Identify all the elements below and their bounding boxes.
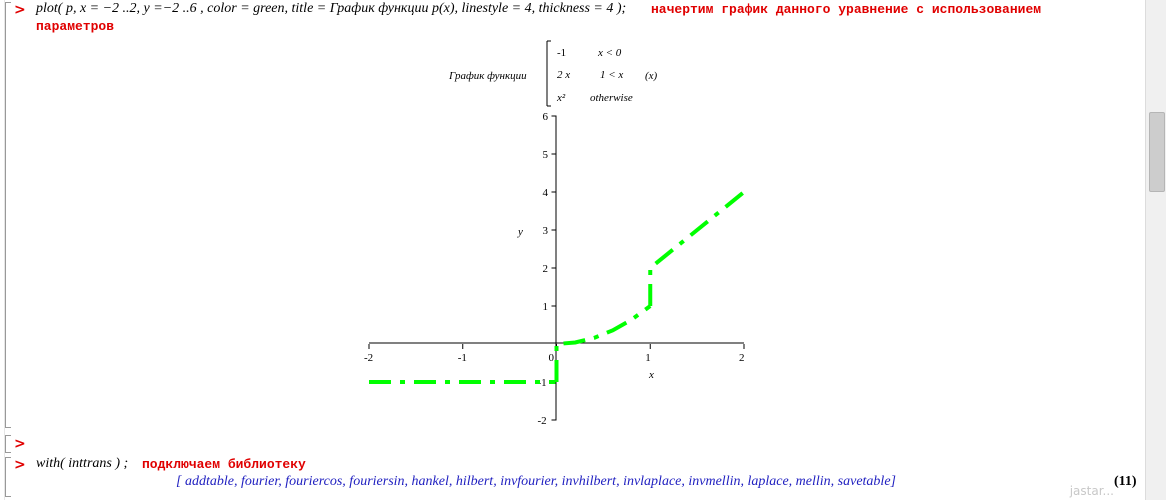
x-tick-label: 2: [739, 352, 745, 364]
comment-plot[interactable]: начертим график данного уравнение с испо…: [651, 2, 1042, 17]
series-line-3: [648, 190, 746, 306]
command-input-plot[interactable]: plot( p, x = −2 ..2, y =−2 ..6 , color =…: [36, 1, 627, 16]
plot-title-suffix: (x): [645, 70, 658, 82]
x-tick-label: -2: [364, 352, 373, 364]
axis-ticks: -2 -1 0 1 2 -2 -1 1 2 3 4 5 6: [364, 111, 745, 427]
plot-title-prefix: График функции: [448, 70, 527, 82]
y-tick-label: 2: [543, 263, 549, 275]
case-cond-3: otherwise: [590, 92, 633, 104]
y-tick-label: 5: [543, 149, 549, 161]
y-tick-label: -2: [538, 415, 547, 427]
group-bracket: [5, 2, 11, 428]
command-input-with[interactable]: with( inttrans ) ;: [36, 456, 129, 471]
x-tick-label: 1: [645, 352, 651, 364]
prompt-marker-empty[interactable]: >: [14, 436, 26, 452]
case-expr-1: -1: [557, 47, 566, 59]
y-tick-label: -1: [538, 377, 547, 389]
y-tick-label: 6: [543, 111, 549, 123]
output-package-list: [ addtable, fourier, fouriercos, fourier…: [176, 474, 896, 489]
y-axis-label: y: [517, 226, 523, 238]
comment-with[interactable]: подключаем библиотеку: [142, 457, 306, 472]
scrollbar-thumb[interactable]: [1149, 112, 1165, 192]
watermark: jastar...: [1069, 484, 1114, 498]
case-cond-2: 1 < x: [600, 69, 623, 81]
series-line-2: [554, 304, 652, 382]
y-tick-label: 3: [543, 225, 549, 237]
x-tick-label: -1: [458, 352, 467, 364]
equation-label: (11): [1114, 474, 1137, 489]
group-bracket-2: [5, 457, 11, 497]
prompt-marker: >: [14, 2, 26, 18]
left-gutter: [0, 0, 5, 500]
y-tick-label: 1: [543, 301, 549, 313]
group-bracket-empty: [5, 435, 11, 453]
prompt-marker-2: >: [14, 457, 26, 473]
case-expr-2: 2 x: [557, 69, 570, 81]
y-tick-label: 4: [543, 187, 549, 199]
plot-series: [369, 190, 746, 384]
case-cond-1: x < 0: [597, 47, 622, 59]
vertical-scrollbar[interactable]: [1145, 0, 1166, 500]
case-expr-3: x²: [556, 92, 566, 104]
x-axis-label: x: [648, 369, 654, 381]
plot-area[interactable]: График функции -1 x < 0 2 x 1 < x x² oth…: [360, 36, 760, 428]
comment-plot-cont[interactable]: параметров: [36, 19, 115, 34]
x-tick-label: 0: [549, 352, 555, 364]
